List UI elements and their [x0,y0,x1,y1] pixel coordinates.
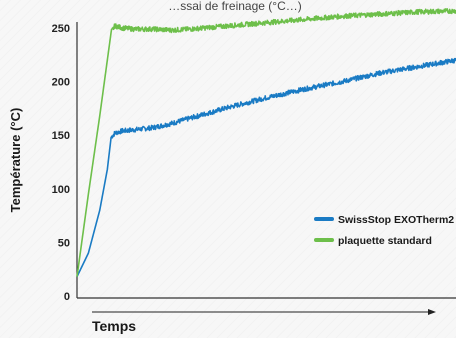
chart-title: …ssai de freinage (°C…) [168,0,302,13]
y-tick-label: 150 [52,130,70,142]
y-tick-label: 200 [52,77,70,89]
series-line-standard [76,8,456,277]
series-line-swissstop [76,57,456,278]
time-arrow-head-icon [428,309,436,315]
y-tick-label: 250 [52,23,70,35]
y-tick-label: 50 [58,237,70,249]
x-axis-title: Temps [92,318,136,334]
legend-label: SwissStop EXOTherm2 [338,214,454,226]
legend-label: plaquette standard [338,235,432,247]
y-tick-label: 100 [52,184,70,196]
y-axis-title: Température (°C) [8,108,23,213]
y-tick-label: 0 [64,291,70,303]
